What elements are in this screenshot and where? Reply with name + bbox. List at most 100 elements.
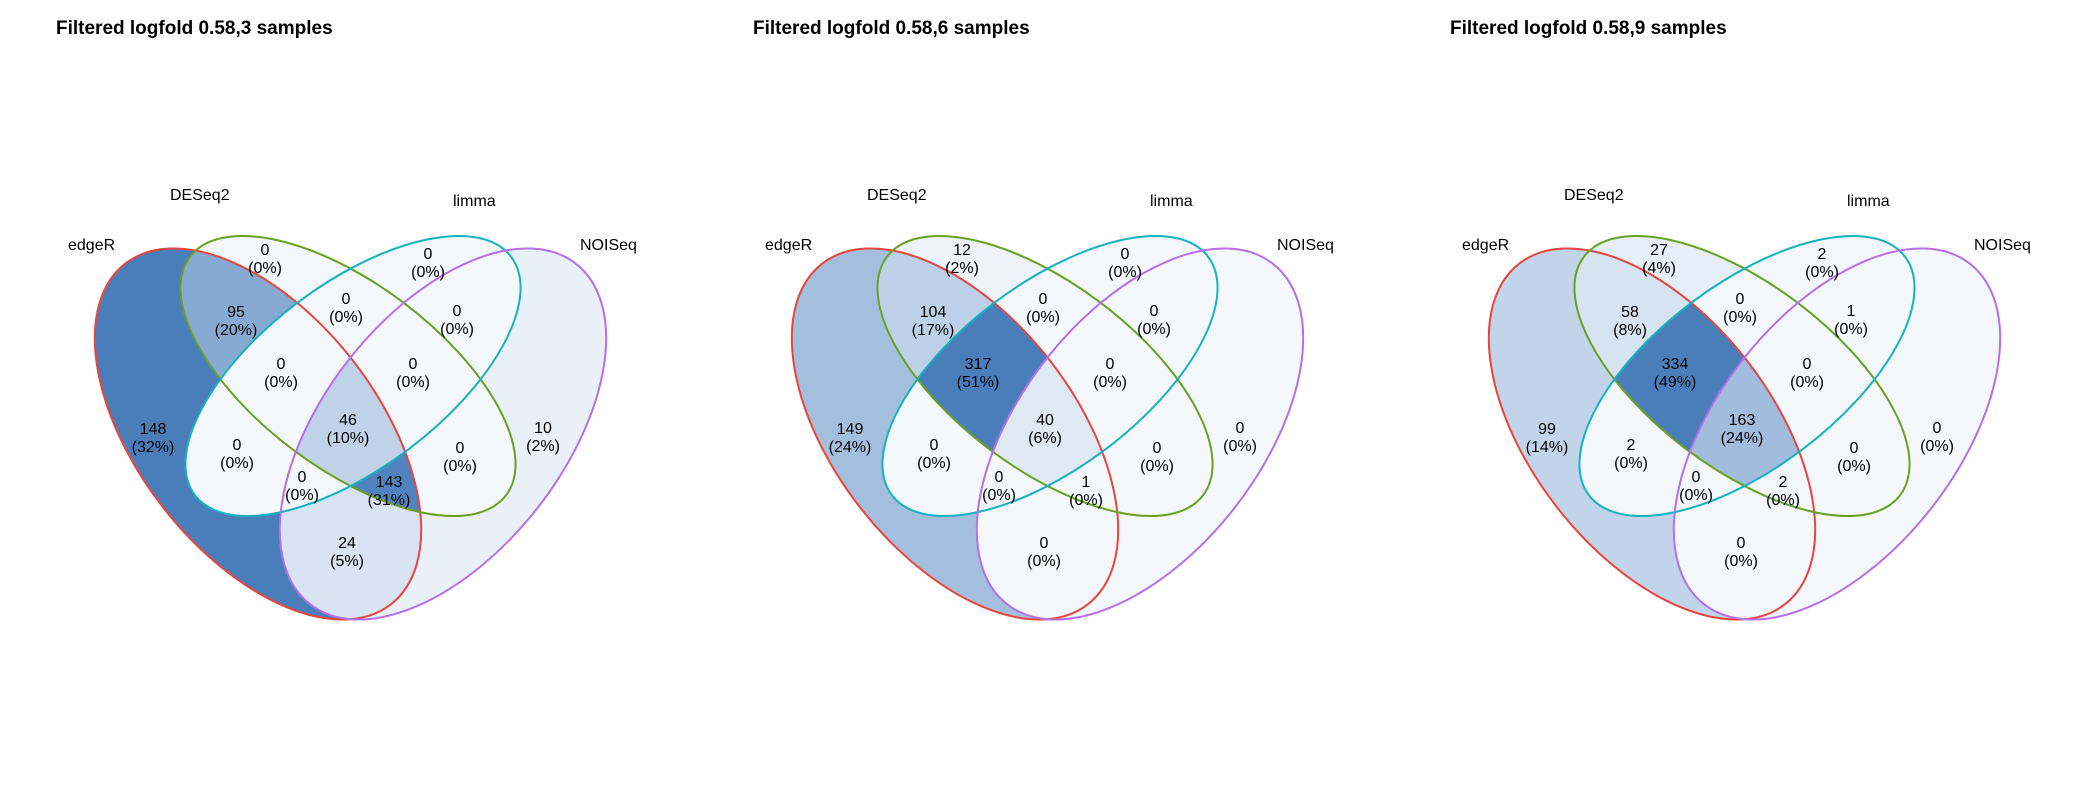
venn-region-label: 1(0%) [1069,474,1103,509]
region-count: 24 [338,535,356,552]
region-count: 2 [1818,246,1827,263]
region-percent: (0%) [1834,321,1868,338]
set-outline-noiseq [975,247,1305,621]
region-percent: (51%) [957,374,1000,391]
region-percent: (24%) [829,439,872,456]
region-percent: (0%) [329,309,363,326]
region-count: 0 [1106,356,1115,373]
venn-region-label: 0(0%) [917,437,951,472]
region-percent: (0%) [220,455,254,472]
region-count: 104 [920,304,947,321]
region-count: 0 [424,246,433,263]
venn-region-label: 40(6%) [1028,412,1062,447]
region-percent: (0%) [1920,438,1954,455]
region-percent: (0%) [1679,487,1713,504]
venn-region-label: 0(0%) [411,246,445,281]
panel-title: Filtered logfold 0.58,9 samples [1450,18,1727,39]
region-count: 40 [1036,412,1054,429]
region-percent: (0%) [1027,553,1061,570]
region-percent: (31%) [368,492,411,509]
region-percent: (0%) [411,264,445,281]
venn-region-label: 2(0%) [1614,437,1648,472]
set-label-edger: edgeR [765,237,812,254]
venn-region-label: 0(0%) [1920,420,1954,455]
region-percent: (0%) [1614,455,1648,472]
region-count: 0 [456,440,465,457]
region-count: 334 [1662,356,1689,373]
venn-region-label: 148(32%) [132,421,175,456]
region-count: 2 [1779,474,1788,491]
region-count: 148 [140,421,167,438]
region-count: 0 [1850,440,1859,457]
venn-region-label: 317(51%) [957,356,1000,391]
region-count: 0 [1040,535,1049,552]
region-percent: (10%) [327,430,370,447]
venn-region-label: 0(0%) [982,469,1016,504]
region-count: 0 [409,356,418,373]
region-percent: (0%) [1137,321,1171,338]
region-percent: (0%) [1026,309,1060,326]
set-outline-limma [1578,235,1916,517]
region-percent: (20%) [215,322,258,339]
region-percent: (49%) [1654,374,1697,391]
region-count: 0 [1153,440,1162,457]
panel-title: Filtered logfold 0.58,6 samples [753,18,1030,39]
venn-region-label: 0(0%) [396,356,430,391]
region-percent: (5%) [330,553,364,570]
venn-region-label: 0(0%) [1723,291,1757,326]
venn-region-label: 0(0%) [264,356,298,391]
venn-region-label: 0(0%) [220,437,254,472]
venn-region-label: 0(0%) [285,469,319,504]
set-label-limma: limma [1150,193,1193,210]
region-percent: (14%) [1526,439,1569,456]
region-percent: (0%) [1223,438,1257,455]
region-percent: (0%) [1108,264,1142,281]
region-percent: (0%) [1093,374,1127,391]
region-percent: (0%) [1069,492,1103,509]
region-percent: (0%) [264,374,298,391]
venn-panel-2: Filtered logfold 0.58,6 samples edgeR DES… [697,0,1390,803]
set-outline-noiseq [1672,247,2002,621]
region-count: 143 [376,474,403,491]
venn-region-label: 0(0%) [1137,303,1171,338]
venn-region-label: 27(4%) [1642,242,1676,277]
venn-region-label: 0(0%) [1027,535,1061,570]
venn-region-label: 0(0%) [1108,246,1142,281]
venn-region-label: 0(0%) [248,242,282,277]
set-label-edger: edgeR [1462,237,1509,254]
set-outline-edger [1487,247,1817,621]
venn-region-label: 99(14%) [1526,421,1569,456]
region-count: 0 [233,437,242,454]
venn-region-label: 104(17%) [912,304,955,339]
region-count: 0 [342,291,351,308]
region-count: 0 [1039,291,1048,308]
venn-region-label: 1(0%) [1834,303,1868,338]
venn-region-label: 0(0%) [329,291,363,326]
region-percent: (0%) [982,487,1016,504]
region-count: 12 [953,242,971,259]
region-percent: (17%) [912,322,955,339]
region-count: 1 [1082,474,1091,491]
region-percent: (2%) [945,260,979,277]
region-count: 0 [277,356,286,373]
set-outline-deseq2 [179,235,517,517]
region-count: 0 [1736,291,1745,308]
venn-region-label: 0(0%) [440,303,474,338]
set-label-noiseq: NOISeq [1277,237,1334,254]
venn-region-label: 149(24%) [829,421,872,456]
region-count: 99 [1538,421,1556,438]
region-count: 10 [534,420,552,437]
venn-region-label: 0(0%) [1790,356,1824,391]
region-count: 95 [227,304,245,321]
venn-region-label: 0(0%) [443,440,477,475]
region-count: 163 [1729,412,1756,429]
region-percent: (0%) [396,374,430,391]
region-percent: (32%) [132,439,175,456]
set-label-limma: limma [1847,193,1890,210]
region-percent: (0%) [1790,374,1824,391]
region-percent: (2%) [526,438,560,455]
set-outline-deseq2 [876,235,1214,517]
set-outline-limma [881,235,1219,517]
region-percent: (0%) [440,321,474,338]
